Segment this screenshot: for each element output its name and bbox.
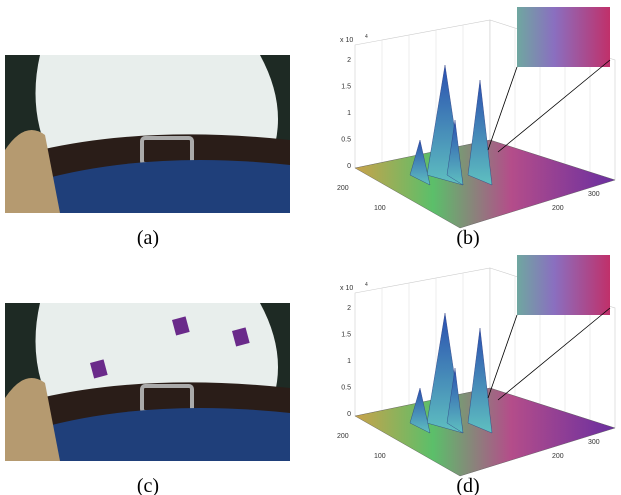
z-tick-label: 1.5	[341, 84, 351, 91]
z-tick-label: 1	[347, 358, 351, 365]
inset-line	[487, 66, 518, 151]
caption: (d)	[456, 475, 479, 495]
z-tick-label: 1	[347, 110, 351, 117]
z-tick-label: 0.5	[341, 385, 351, 392]
marker	[232, 327, 250, 347]
inset-line	[487, 314, 518, 399]
surface-peak	[446, 119, 464, 186]
inset-line	[497, 59, 611, 153]
inset	[517, 255, 610, 315]
axis-multiplier: x 10	[340, 285, 353, 292]
panel: (c)	[5, 303, 290, 495]
inset-line	[497, 307, 611, 401]
panel: x 10 4 2 1.5 1 0.5 0 200 100 200 300 (b)	[337, 7, 616, 249]
panel: x 10 4 2 1.5 1 0.5 0 200 100 200 300 (d)	[337, 255, 616, 495]
z-tick-label: 2	[347, 305, 351, 312]
belt	[40, 382, 290, 428]
y-tick-label: 100	[374, 453, 386, 460]
y-tick-label: 100	[374, 205, 386, 212]
arm	[5, 130, 60, 213]
y-tick-label: 200	[337, 433, 349, 440]
z-tick-label: 1.5	[341, 332, 351, 339]
marker	[172, 316, 190, 336]
z-tick-label: 0.5	[341, 137, 351, 144]
z-tick-label: 0	[347, 411, 351, 418]
marker	[89, 359, 108, 379]
surface-peak	[409, 139, 431, 186]
z-tick-label: 2	[347, 57, 351, 64]
x-tick-label: 200	[552, 453, 564, 460]
z-tick-label: 0	[347, 163, 351, 170]
axis-multiplier-power: 4	[365, 282, 368, 288]
caption: (a)	[137, 227, 159, 249]
x-tick-label: 200	[552, 205, 564, 212]
surface-peak	[446, 367, 464, 434]
x-tick-label: 300	[588, 191, 600, 198]
surface-peak	[467, 79, 493, 186]
surface-peak	[467, 327, 493, 434]
x-tick-label: 300	[588, 439, 600, 446]
caption: (c)	[137, 475, 159, 495]
y-tick-label: 200	[337, 185, 349, 192]
axis-multiplier-power: 4	[365, 34, 368, 40]
belt	[40, 134, 290, 180]
panel: (a)	[5, 55, 290, 249]
surface-peak	[409, 387, 431, 434]
axis-multiplier: x 10	[340, 37, 353, 44]
jeans	[40, 160, 290, 213]
inset	[517, 7, 610, 67]
caption: (b)	[456, 227, 479, 249]
jeans	[40, 408, 290, 461]
arm	[5, 378, 60, 461]
